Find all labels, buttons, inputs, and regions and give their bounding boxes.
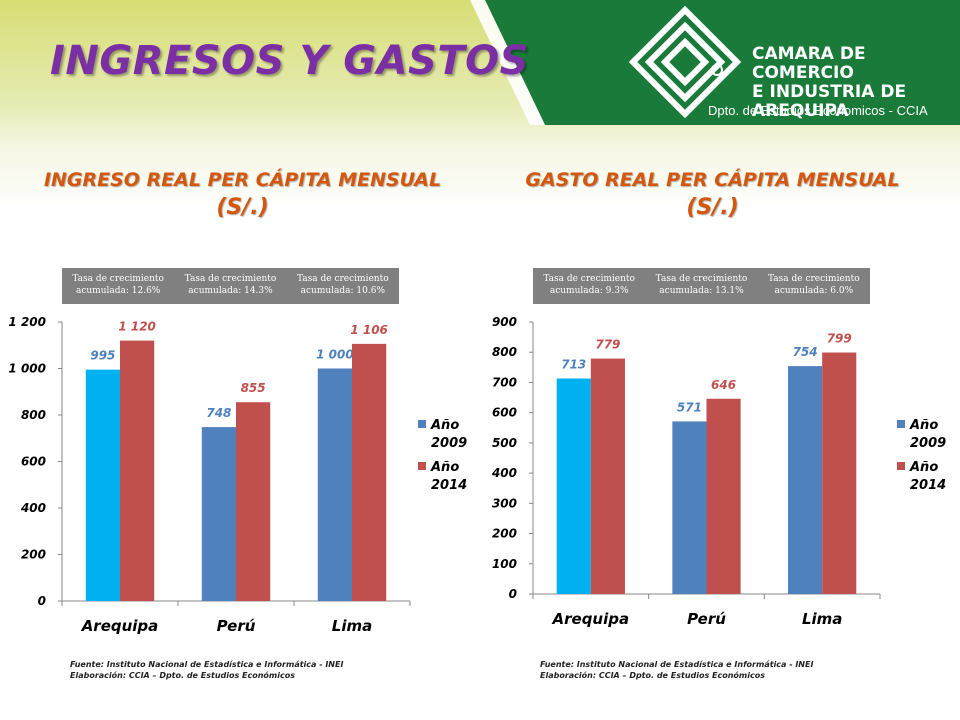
income-y-tick-label: 400 xyxy=(20,501,46,515)
logo-panel xyxy=(470,0,960,125)
income-data-label: 855 xyxy=(241,381,266,395)
expense-y-tick-label: 200 xyxy=(492,527,517,541)
expense-bar-2009 xyxy=(556,378,591,594)
expense-data-label: 646 xyxy=(711,378,736,392)
expense-data-label: 779 xyxy=(595,338,620,352)
expense-y-tick-label: 100 xyxy=(492,557,517,571)
income-bar-2009 xyxy=(317,368,352,601)
income-category-label: Arequipa xyxy=(81,617,159,635)
logo-subtitle: Dpto. de Estudios Economicos - CCIA xyxy=(708,103,928,118)
income-bar-2014 xyxy=(120,340,155,601)
income-rate-lima: Tasa de crecimiento acumulada: 10.6% xyxy=(297,274,389,296)
expense-y-tick-label: 400 xyxy=(491,466,517,480)
expense-bar-2014 xyxy=(590,358,625,594)
expense-bar-2009 xyxy=(788,366,823,594)
income-data-label: 995 xyxy=(90,349,115,363)
expense-y-tick-label: 300 xyxy=(492,496,517,510)
income-elaboration-line: Elaboración: CCIA – Dpto. de Estudios Ec… xyxy=(70,671,295,680)
expense-bar-2009 xyxy=(672,421,707,594)
page-title: INGRESOS Y GASTOS xyxy=(50,38,529,84)
income-rate-peru: Tasa de crecimiento acumulada: 14.3% xyxy=(184,274,277,296)
income-bar-2009 xyxy=(85,369,120,601)
expense-rate-lima: Tasa de crecimiento acumulada: 6.0% xyxy=(768,274,860,296)
expense-y-tick-label: 0 xyxy=(509,587,517,601)
expense-chart-title-text: GASTO REAL PER CÁPITA MENSUAL xyxy=(525,169,900,191)
expense-legend-year: 2009 xyxy=(910,436,946,451)
income-y-tick-label: 1 200 xyxy=(8,315,46,329)
expense-legend-label: Año xyxy=(909,460,938,475)
income-data-label: 1 106 xyxy=(350,323,388,337)
expense-elaboration-line: Elaboración: CCIA – Dpto. de Estudios Ec… xyxy=(540,671,765,680)
income-data-label: 748 xyxy=(206,406,231,420)
expense-y-tick-label: 700 xyxy=(492,375,517,389)
expense-category-label: Arequipa xyxy=(552,610,630,628)
expense-y-tick-label: 500 xyxy=(492,436,517,450)
income-data-label: 1 000 xyxy=(316,348,354,362)
income-chart-title-text: INGRESO REAL PER CÁPITA MENSUAL xyxy=(43,169,442,191)
income-chart-unit: (S/.) xyxy=(216,195,269,220)
income-source: Fuente: Instituto Nacional de Estadístic… xyxy=(70,659,343,681)
expense-y-tick-label: 800 xyxy=(492,345,517,359)
income-legend-year: 2014 xyxy=(431,478,467,493)
income-bar-2014 xyxy=(236,402,271,601)
income-y-tick-label: 800 xyxy=(21,408,46,422)
expense-chart-unit: (S/.) xyxy=(686,195,739,220)
income-y-tick-label: 200 xyxy=(21,548,46,562)
expense-y-tick-label: 900 xyxy=(492,315,517,329)
income-bar-2014 xyxy=(352,343,387,601)
expense-category-label: Lima xyxy=(802,610,842,628)
income-legend-swatch xyxy=(418,462,426,470)
logo-name: CAMARA DE COMERCIO E INDUSTRIA DE AREQUI… xyxy=(752,45,960,121)
income-legend-label: Año xyxy=(430,460,459,475)
logo-line-1: CAMARA DE COMERCIO xyxy=(752,44,866,83)
expense-y-tick-label: 600 xyxy=(492,406,517,420)
income-growth-rates: Tasa de crecimiento acumulada: 12.6% Tas… xyxy=(62,268,399,304)
income-rate-arequipa: Tasa de crecimiento acumulada: 12.6% xyxy=(72,274,164,296)
expense-legend-swatch xyxy=(897,462,905,470)
expense-source-line: Fuente: Instituto Nacional de Estadístic… xyxy=(540,660,814,669)
income-category-label: Lima xyxy=(332,617,372,635)
expense-bar-2014 xyxy=(706,398,741,594)
income-chart-title: INGRESO REAL PER CÁPITA MENSUAL (S/.) xyxy=(20,167,465,221)
expense-data-label: 571 xyxy=(677,400,702,414)
ccia-logo-icon xyxy=(628,5,742,119)
expense-category-label: Perú xyxy=(687,610,726,628)
expense-legend-label: Año xyxy=(909,418,938,433)
expense-rate-peru: Tasa de crecimiento acumulada: 13.1% xyxy=(655,274,748,296)
expense-data-label: 754 xyxy=(793,345,818,359)
income-data-label: 1 120 xyxy=(118,320,156,334)
expense-chart-title: GASTO REAL PER CÁPITA MENSUAL (S/.) xyxy=(490,167,935,221)
income-bar-2009 xyxy=(201,427,236,601)
logo-line-3: AREQUIPA xyxy=(752,101,849,121)
expense-legend-year: 2014 xyxy=(910,478,946,493)
income-y-tick-label: 1 000 xyxy=(8,362,46,376)
expense-bar-2014 xyxy=(822,352,857,594)
logo-line-2: E INDUSTRIA DE xyxy=(752,82,907,102)
expense-rate-arequipa: Tasa de crecimiento acumulada: 9.3% xyxy=(543,274,635,296)
expense-data-label: 799 xyxy=(827,332,852,346)
expense-legend-swatch xyxy=(897,420,905,428)
income-y-tick-label: 600 xyxy=(21,455,46,469)
income-legend-label: Año xyxy=(430,418,459,433)
expense-data-label: 713 xyxy=(561,358,586,372)
income-legend-year: 2009 xyxy=(431,436,467,451)
income-source-line: Fuente: Instituto Nacional de Estadístic… xyxy=(70,660,344,669)
income-y-tick-label: 0 xyxy=(38,594,46,608)
expense-growth-rates: Tasa de crecimiento acumulada: 9.3% Tasa… xyxy=(533,268,870,304)
income-legend-swatch xyxy=(418,420,426,428)
expense-source: Fuente: Instituto Nacional de Estadístic… xyxy=(540,659,813,681)
income-category-label: Perú xyxy=(217,617,256,635)
